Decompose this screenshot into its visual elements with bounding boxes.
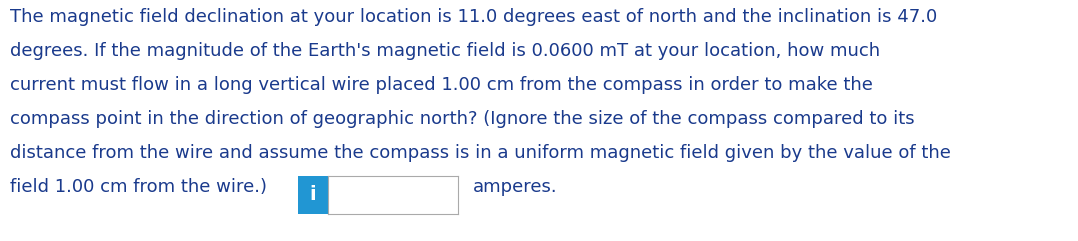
Text: degrees. If the magnitude of the Earth's magnetic field is 0.0600 mT at your loc: degrees. If the magnitude of the Earth's… bbox=[10, 42, 880, 60]
Text: The magnetic field declination at your location is 11.0 degrees east of north an: The magnetic field declination at your l… bbox=[10, 8, 937, 26]
Text: distance from the wire and assume the compass is in a uniform magnetic field giv: distance from the wire and assume the co… bbox=[10, 144, 951, 162]
Text: i: i bbox=[309, 186, 316, 205]
Text: field 1.00 cm from the wire.): field 1.00 cm from the wire.) bbox=[10, 178, 267, 196]
Text: current must flow in a long vertical wire placed 1.00 cm from the compass in ord: current must flow in a long vertical wir… bbox=[10, 76, 873, 94]
Text: amperes.: amperes. bbox=[473, 178, 557, 196]
Text: compass point in the direction of geographic north? (Ignore the size of the comp: compass point in the direction of geogra… bbox=[10, 110, 914, 128]
